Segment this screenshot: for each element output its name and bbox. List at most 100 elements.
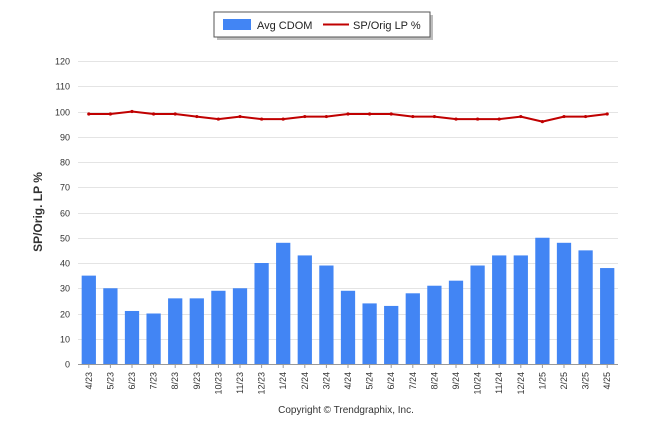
line-point[interactable] (87, 112, 91, 116)
y-tick-label: 120 (55, 57, 70, 67)
line-point[interactable] (389, 112, 393, 116)
y-tick-label: 80 (60, 158, 70, 168)
bar[interactable] (600, 268, 615, 364)
bar[interactable] (81, 275, 96, 364)
x-tick-label: 9/24 (451, 372, 461, 390)
y-tick-label: 40 (60, 259, 70, 269)
x-tick-label: 4/24 (343, 372, 353, 390)
x-tick-label: 4/25 (602, 372, 612, 390)
bar[interactable] (146, 313, 161, 365)
bar[interactable] (189, 298, 204, 364)
x-tick-label: 3/24 (321, 372, 331, 390)
legend-swatch-avg-cdom (223, 19, 251, 30)
bar[interactable] (578, 250, 593, 364)
bar[interactable] (492, 255, 507, 364)
bar-series (81, 237, 615, 365)
line-point[interactable] (411, 114, 415, 119)
line-point[interactable] (152, 112, 156, 116)
line-point[interactable] (346, 112, 350, 116)
grid-lines (78, 61, 618, 365)
y-tick-label: 20 (60, 310, 70, 320)
line-point[interactable] (432, 114, 436, 119)
bar[interactable] (362, 303, 377, 364)
line-point[interactable] (260, 117, 264, 121)
y-tick-label: 70 (60, 183, 70, 193)
x-tick-label: 1/24 (278, 372, 288, 390)
x-tick-label: 5/24 (365, 372, 375, 390)
line-point[interactable] (476, 117, 480, 121)
x-tick-label: 9/23 (192, 372, 202, 390)
x-tick-label: 5/23 (105, 372, 115, 390)
x-tick-label: 10/24 (473, 372, 483, 395)
bar[interactable] (427, 285, 442, 364)
x-tick-label: 10/23 (213, 372, 223, 395)
line-point[interactable] (368, 112, 372, 116)
bar[interactable] (103, 288, 118, 364)
x-axis-ticks: 4/23 5/23 6/23 7/23 8/23 9/23 10/23 11/23 12/23 1… (84, 364, 612, 395)
bar[interactable] (470, 265, 485, 364)
line-point[interactable] (173, 112, 177, 116)
y-tick-label: 0 (65, 360, 70, 370)
line-point[interactable] (281, 117, 285, 121)
line-point[interactable] (130, 109, 134, 114)
y-tick-label: 100 (55, 108, 70, 118)
bar[interactable] (535, 237, 550, 364)
bar[interactable] (211, 290, 226, 364)
y-axis-ticks: 0 10 20 30 40 50 60 70 80 90 100 110 120 (55, 57, 70, 370)
line-series (87, 109, 609, 124)
bar[interactable] (297, 255, 312, 364)
y-tick-label: 110 (56, 82, 70, 92)
x-tick-label: 12/24 (516, 372, 526, 395)
bar[interactable] (384, 305, 399, 364)
x-tick-label: 6/23 (127, 372, 137, 390)
bar[interactable] (168, 298, 183, 364)
x-tick-label: 4/23 (84, 372, 94, 390)
line-point[interactable] (454, 117, 458, 121)
line-point[interactable] (303, 114, 307, 119)
x-tick-label: 8/23 (170, 372, 180, 390)
x-tick-label: 1/25 (537, 372, 547, 390)
x-tick-label: 7/24 (408, 372, 418, 390)
x-tick-label: 12/23 (257, 372, 267, 395)
x-tick-label: 11/23 (235, 372, 245, 394)
bar[interactable] (513, 255, 528, 364)
bar[interactable] (556, 242, 572, 364)
line-point[interactable] (324, 114, 328, 119)
x-tick-label: 2/24 (300, 372, 310, 390)
legend-box (213, 11, 431, 38)
x-tick-label: 6/24 (386, 372, 396, 390)
line-point[interactable] (540, 120, 545, 124)
bar[interactable] (405, 293, 420, 364)
bar[interactable] (254, 263, 269, 364)
line-point[interactable] (216, 117, 220, 121)
bar[interactable] (276, 242, 291, 364)
bar[interactable] (340, 290, 356, 364)
line-point[interactable] (584, 114, 588, 119)
legend-label-avg-cdom[interactable]: Avg CDOM (257, 20, 312, 32)
y-tick-label: 10 (60, 335, 70, 345)
bar[interactable] (319, 265, 334, 364)
x-tick-label: 2/25 (559, 372, 569, 390)
line-point[interactable] (195, 114, 199, 119)
x-tick-label: 8/24 (429, 372, 439, 390)
line-point[interactable] (519, 114, 523, 119)
line-point[interactable] (562, 114, 566, 119)
line-point[interactable] (497, 117, 501, 121)
x-tick-label: 3/25 (581, 372, 591, 390)
y-tick-label: 30 (60, 284, 70, 294)
bar[interactable] (448, 280, 464, 364)
x-tick-label: 7/23 (149, 372, 159, 390)
bar[interactable] (124, 310, 140, 364)
y-axis-title: SP/Orig. LP % (31, 172, 45, 252)
y-tick-label: 50 (60, 234, 70, 244)
line-point[interactable] (605, 112, 609, 116)
legend[interactable]: Avg CDOM SP/Orig LP % (213, 11, 433, 40)
y-tick-label: 60 (60, 209, 70, 219)
line-point[interactable] (108, 112, 112, 116)
bar[interactable] (232, 288, 248, 364)
line-point[interactable] (238, 114, 242, 119)
copyright-text: Copyright © Trendgraphix, Inc. (278, 405, 414, 416)
legend-label-sp-orig-lp[interactable]: SP/Orig LP % (353, 20, 421, 32)
x-tick-label: 11/24 (494, 372, 504, 394)
